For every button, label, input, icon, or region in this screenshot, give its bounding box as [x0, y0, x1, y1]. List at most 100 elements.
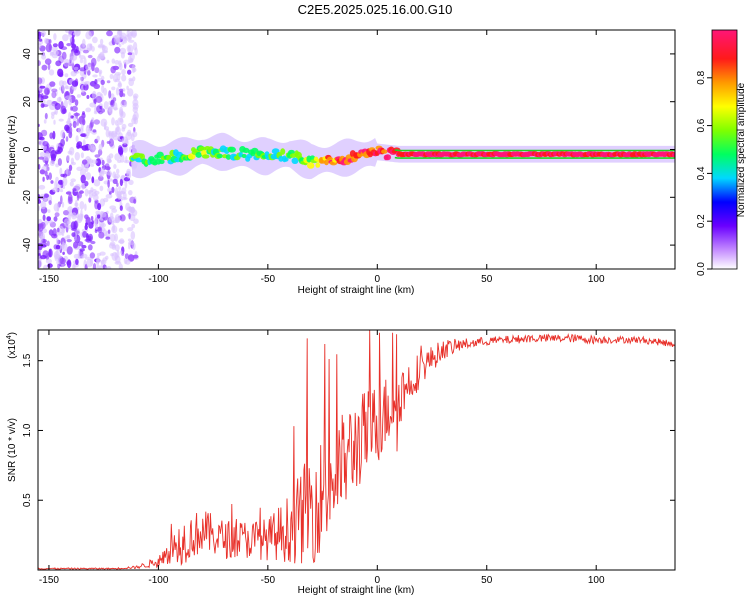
noise-blob	[70, 157, 74, 164]
noise-blob	[49, 132, 54, 139]
noise-blob	[96, 105, 102, 113]
noise-blob	[57, 263, 61, 269]
noise-blob	[52, 43, 58, 48]
noise-blob	[66, 167, 69, 175]
noise-blob	[108, 153, 114, 159]
scale-exponent: 4	[6, 335, 13, 339]
noise-blob	[80, 152, 84, 159]
noise-blob	[77, 250, 81, 259]
noise-blob	[38, 238, 43, 244]
noise-blob	[76, 192, 83, 199]
noise-blob	[125, 156, 128, 163]
noise-blob	[50, 149, 57, 159]
noise-blob	[49, 51, 54, 57]
noise-blob	[88, 197, 92, 203]
noise-blob	[109, 212, 114, 220]
noise-blob	[133, 41, 138, 51]
noise-blob	[41, 238, 47, 243]
noise-blob	[84, 224, 88, 231]
noise-blob	[96, 252, 102, 257]
noise-blob	[68, 126, 73, 135]
x-tick-label: -150	[39, 575, 59, 586]
noise-blob	[108, 138, 114, 147]
noise-blob	[71, 105, 78, 112]
noise-blob	[109, 241, 116, 247]
snr-x-axis: -150 -100 -50 0 50 100	[39, 330, 605, 586]
noise-blob	[68, 33, 71, 37]
noise-blob	[42, 176, 45, 182]
noise-blob	[57, 146, 61, 152]
noise-blob	[51, 114, 55, 120]
noise-blob	[72, 120, 77, 129]
noise-blob	[40, 30, 47, 36]
noise-blob	[94, 229, 98, 233]
noise-blob	[132, 99, 139, 107]
noise-blob	[130, 231, 136, 240]
noise-blob	[92, 194, 99, 201]
noise-blob	[120, 35, 125, 40]
noise-blob	[75, 135, 79, 143]
noise-blob	[66, 246, 73, 255]
snr-panel: -150 -100 -50 0 50 100 0.5 1.0 1.5 Height of st…	[6, 329, 676, 596]
noise-blob	[65, 191, 72, 195]
noise-blob	[111, 58, 116, 64]
noise-blob	[44, 58, 52, 65]
noise-blob	[69, 146, 75, 156]
noise-blob	[66, 154, 70, 162]
noise-blob	[49, 160, 55, 167]
noise-blob	[64, 73, 69, 78]
noise-blob	[106, 80, 111, 84]
noise-blob	[114, 214, 121, 223]
noise-blob	[43, 152, 50, 161]
noise-blob	[85, 222, 88, 226]
noise-blob	[38, 223, 44, 232]
noise-blob	[127, 227, 134, 232]
noise-blob	[124, 180, 128, 189]
noise-blob	[127, 129, 132, 137]
noise-blob	[113, 102, 118, 111]
noise-blob	[81, 181, 85, 190]
noise-blob	[58, 72, 64, 78]
y-tick-label: 0	[22, 146, 33, 152]
noise-blob	[131, 32, 137, 37]
noise-blob	[133, 127, 136, 133]
noise-blob	[115, 87, 120, 96]
noise-blob	[92, 36, 98, 44]
snr-series	[38, 330, 675, 570]
noise-blob	[55, 163, 59, 168]
noise-blob	[119, 47, 127, 55]
noise-blob	[77, 127, 84, 134]
noise-blob	[106, 30, 113, 37]
noise-blob	[112, 135, 120, 141]
noise-blob	[77, 241, 84, 247]
ridge-point	[283, 157, 289, 162]
noise-blob	[98, 231, 105, 239]
noise-blob	[80, 209, 83, 217]
noise-blob	[38, 164, 41, 170]
noise-blob	[69, 181, 74, 187]
noise-blob	[105, 166, 111, 171]
noise-blob	[97, 45, 105, 49]
noise-blob	[114, 153, 121, 161]
noise-blob	[83, 57, 87, 66]
noise-blob	[100, 79, 105, 86]
noise-blob	[51, 46, 58, 52]
noise-blob	[38, 42, 42, 49]
noise-blob	[127, 52, 133, 56]
noise-blob	[38, 77, 43, 85]
noise-blob	[112, 223, 115, 232]
snr-x-label: Height of straight line (km)	[298, 585, 415, 596]
noise-blob	[121, 69, 126, 76]
noise-blob	[66, 239, 72, 243]
noise-blob	[79, 58, 84, 64]
noise-blob	[129, 196, 136, 204]
noise-blob	[114, 261, 122, 265]
noise-blob	[73, 220, 78, 230]
noise-blob	[121, 110, 124, 117]
noise-blob	[113, 164, 117, 169]
noise-blob	[126, 30, 130, 37]
noise-blob	[64, 86, 71, 90]
noise-blob	[88, 143, 92, 150]
noise-blob	[79, 201, 85, 210]
noise-blob	[46, 99, 53, 106]
